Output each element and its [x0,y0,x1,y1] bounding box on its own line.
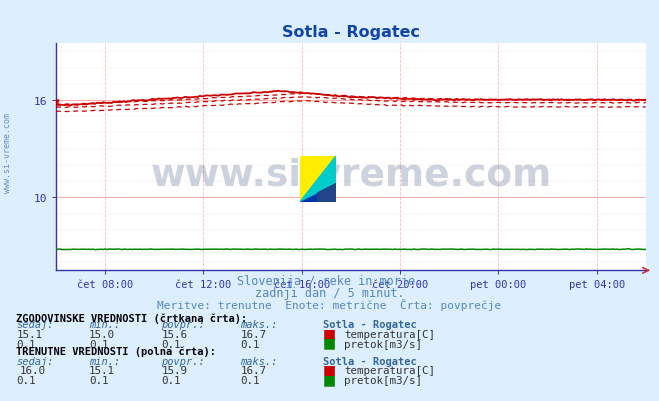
Text: 15.1: 15.1 [89,365,115,375]
Text: 0.1: 0.1 [161,339,181,349]
Polygon shape [300,156,336,203]
Text: 0.1: 0.1 [89,375,109,385]
Text: 16.7: 16.7 [241,365,266,375]
Text: maks.:: maks.: [241,320,278,330]
Text: povpr.:: povpr.: [161,356,205,366]
Text: sedaj:: sedaj: [16,320,54,330]
Title: Sotla - Rogatec: Sotla - Rogatec [282,25,420,40]
Text: pretok[m3/s]: pretok[m3/s] [344,339,422,349]
Text: Slovenija / reke in morje.: Slovenija / reke in morje. [237,274,422,287]
Text: maks.:: maks.: [241,356,278,366]
Polygon shape [300,184,336,203]
Text: Sotla - Rogatec: Sotla - Rogatec [323,356,416,366]
Text: www.si-vreme.com: www.si-vreme.com [3,112,13,192]
Text: pretok[m3/s]: pretok[m3/s] [344,375,422,385]
Polygon shape [300,156,336,203]
Text: 15.0: 15.0 [89,330,115,340]
Text: 0.1: 0.1 [89,339,109,349]
Text: Sotla - Rogatec: Sotla - Rogatec [323,320,416,330]
Text: 0.1: 0.1 [161,375,181,385]
Text: ■: ■ [323,336,336,350]
Text: 16.0: 16.0 [20,365,45,375]
Text: ZGODOVINSKE VREDNOSTI (črtkana črta):: ZGODOVINSKE VREDNOSTI (črtkana črta): [16,312,248,323]
Text: 0.1: 0.1 [16,339,36,349]
Text: min.:: min.: [89,356,120,366]
Text: temperatura[C]: temperatura[C] [344,365,435,375]
Text: 0.1: 0.1 [241,339,260,349]
Text: www.si-vreme.com: www.si-vreme.com [150,158,552,193]
Text: 15.9: 15.9 [161,365,187,375]
Text: 16.7: 16.7 [241,330,266,340]
Text: 0.1: 0.1 [241,375,260,385]
Text: ■: ■ [323,327,336,340]
Text: min.:: min.: [89,320,120,330]
Text: TRENUTNE VREDNOSTI (polna črta):: TRENUTNE VREDNOSTI (polna črta): [16,345,216,356]
Text: ■: ■ [323,372,336,386]
Text: 15.6: 15.6 [161,330,187,340]
Text: zadnji dan / 5 minut.: zadnji dan / 5 minut. [254,286,405,299]
Text: 0.1: 0.1 [16,375,36,385]
Text: ■: ■ [323,362,336,376]
Text: sedaj:: sedaj: [16,356,54,366]
Text: Meritve: trenutne  Enote: metrične  Črta: povprečje: Meritve: trenutne Enote: metrične Črta: … [158,298,501,310]
Text: povpr.:: povpr.: [161,320,205,330]
Text: 15.1: 15.1 [16,330,42,340]
Text: temperatura[C]: temperatura[C] [344,330,435,340]
Polygon shape [318,184,336,203]
